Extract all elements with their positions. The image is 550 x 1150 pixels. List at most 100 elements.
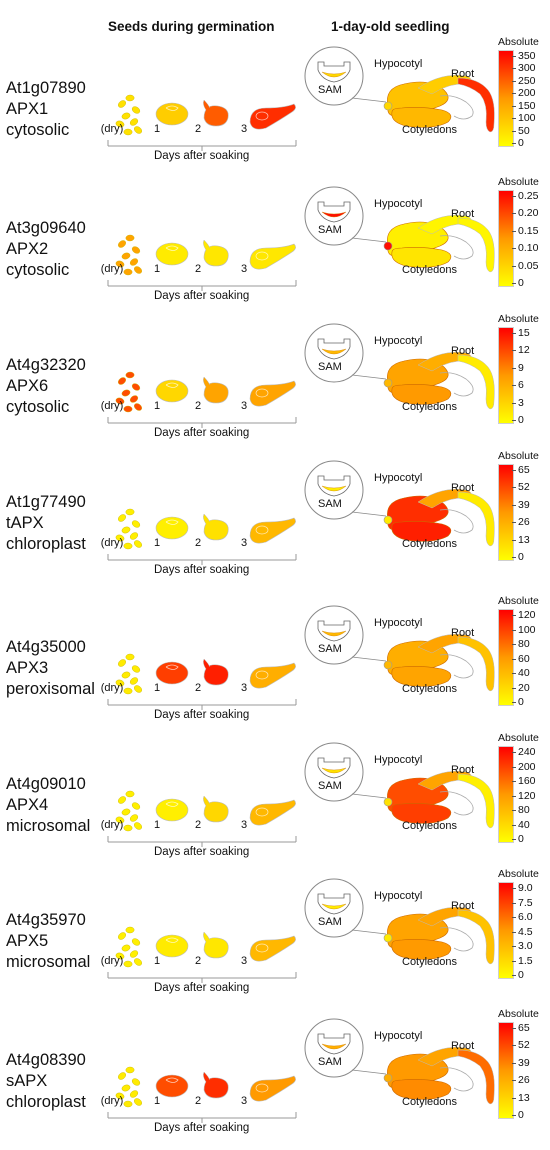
- dry-seed: [125, 508, 135, 516]
- gene-id: At4g35000: [6, 638, 86, 656]
- sam-label: SAM: [318, 498, 342, 510]
- protein-name: APX2: [6, 240, 49, 258]
- scale-tick-label: 26: [518, 1074, 530, 1087]
- seed-day-3: [249, 517, 296, 544]
- subcellular-location: microsomal: [6, 953, 91, 971]
- legend-title: Absolute: [498, 313, 539, 325]
- dry-seed: [134, 822, 142, 830]
- cotyledons-label: Cotyledons: [402, 264, 458, 276]
- protein-name: APX6: [6, 377, 49, 395]
- seedling-column-header: 1-day-old seedling: [331, 19, 450, 34]
- axis-title: Days after soaking: [154, 846, 250, 858]
- scale-tick-mark: [512, 522, 516, 524]
- dry-seed: [125, 371, 135, 379]
- dry-seed: [134, 1098, 142, 1106]
- seed-label: 3: [240, 263, 248, 275]
- seed-germination-series: [107, 94, 297, 151]
- protein-name: APX1: [6, 100, 49, 118]
- scale-tick-label: 80: [518, 804, 530, 816]
- scale-tick-label: 6: [518, 379, 524, 392]
- dry-seed: [134, 685, 142, 693]
- protein-name: sAPX: [6, 1072, 48, 1090]
- axis-title: Days after soaking: [154, 982, 250, 994]
- sam-marker: [383, 241, 393, 251]
- gene-label: At4g35000 APX3 peroxisomal: [6, 637, 95, 700]
- gene-panel: At4g09010 APX4 microsomal (dry) 1 2 3 Days afte…: [0, 732, 550, 874]
- root-label: Root: [451, 68, 475, 80]
- seed-label: 3: [240, 400, 248, 412]
- seed-label: 2: [194, 123, 202, 135]
- seed-day-1: [155, 934, 189, 958]
- subcellular-location: peroxisomal: [6, 680, 95, 698]
- cotyledons-label: Cotyledons: [402, 1096, 458, 1108]
- dry-seed: [129, 950, 139, 958]
- scale-tick-mark: [512, 80, 516, 82]
- seed-label: (dry): [100, 1095, 124, 1107]
- dry-seed: [115, 816, 125, 824]
- scale-tick-label: 0: [518, 551, 524, 563]
- scale-tick-mark: [512, 105, 516, 107]
- dry-seed: [118, 796, 126, 804]
- scale-tick-label: 1.5: [518, 954, 533, 967]
- sam-region: [321, 71, 347, 78]
- seed-day-2: [203, 519, 229, 541]
- sam-label: SAM: [318, 224, 342, 236]
- root-label: Root: [451, 345, 475, 357]
- seed-label: 2: [194, 1095, 202, 1107]
- dry-seed: [123, 405, 133, 413]
- seed-label: 1: [153, 1095, 161, 1107]
- color-scale-bar: [498, 882, 514, 979]
- cotyledons-label: Cotyledons: [402, 401, 458, 413]
- scale-tick-label: 3: [518, 396, 524, 409]
- dry-seed: [121, 112, 131, 120]
- color-scale-bar: [498, 50, 514, 147]
- sam-marker: [383, 515, 393, 525]
- scale-tick-mark: [512, 539, 516, 541]
- dry-seed: [131, 520, 141, 528]
- dry-seed: [129, 677, 139, 685]
- dry-seed: [131, 802, 141, 810]
- gene-id: At4g32320: [6, 356, 86, 374]
- root: [457, 636, 495, 692]
- dry-seed: [121, 389, 131, 397]
- seed-day-1: [155, 516, 189, 540]
- scale-tick-mark: [512, 629, 516, 631]
- legend-title: Absolute: [498, 732, 539, 744]
- seed-label: 2: [194, 682, 202, 694]
- scale-tick-mark: [512, 350, 516, 352]
- seed-label: 1: [153, 537, 161, 549]
- scale-tick-mark: [512, 1045, 516, 1047]
- protein-name: APX5: [6, 932, 49, 950]
- cotyledons-label: Cotyledons: [402, 124, 458, 136]
- dry-seed: [115, 1092, 125, 1100]
- scale-tick-mark: [512, 283, 516, 284]
- scale-tick-mark: [512, 420, 516, 421]
- seed-day-3: [249, 935, 296, 962]
- cotyledon-lower: [391, 247, 452, 268]
- scale-tick-mark: [512, 130, 516, 132]
- sam-marker: [383, 933, 393, 943]
- scale-tick-label: 0.25: [518, 190, 539, 202]
- scale-tick-label: 60: [518, 652, 530, 665]
- cotyledon-lower: [391, 1079, 452, 1100]
- days-axis: [107, 417, 297, 428]
- gene-id: At1g77490: [6, 493, 86, 511]
- scale-tick-mark: [512, 931, 516, 933]
- color-scale-bar: [498, 327, 514, 424]
- gene-panel: At1g77490 tAPX chloroplast (dry) 1 2 3 Days aft…: [0, 450, 550, 592]
- dry-seed: [121, 1084, 131, 1092]
- dry-seed: [131, 665, 141, 673]
- scale-tick-mark: [512, 839, 516, 840]
- gene-panel: At4g32320 APX6 cytosolic (dry) 1 2 3 Days after…: [0, 313, 550, 455]
- scale-tick-label: 200: [518, 760, 536, 773]
- scale-tick-label: 0: [518, 833, 524, 845]
- dry-seed: [115, 534, 125, 542]
- seed-label: (dry): [100, 263, 124, 275]
- seedling-diagram: [304, 742, 495, 829]
- cotyledons-label: Cotyledons: [402, 683, 458, 695]
- seed-label: 1: [153, 263, 161, 275]
- root: [457, 491, 495, 547]
- scale-tick-mark: [512, 1028, 516, 1029]
- dry-seed: [134, 958, 142, 966]
- seed-label: (dry): [100, 537, 124, 549]
